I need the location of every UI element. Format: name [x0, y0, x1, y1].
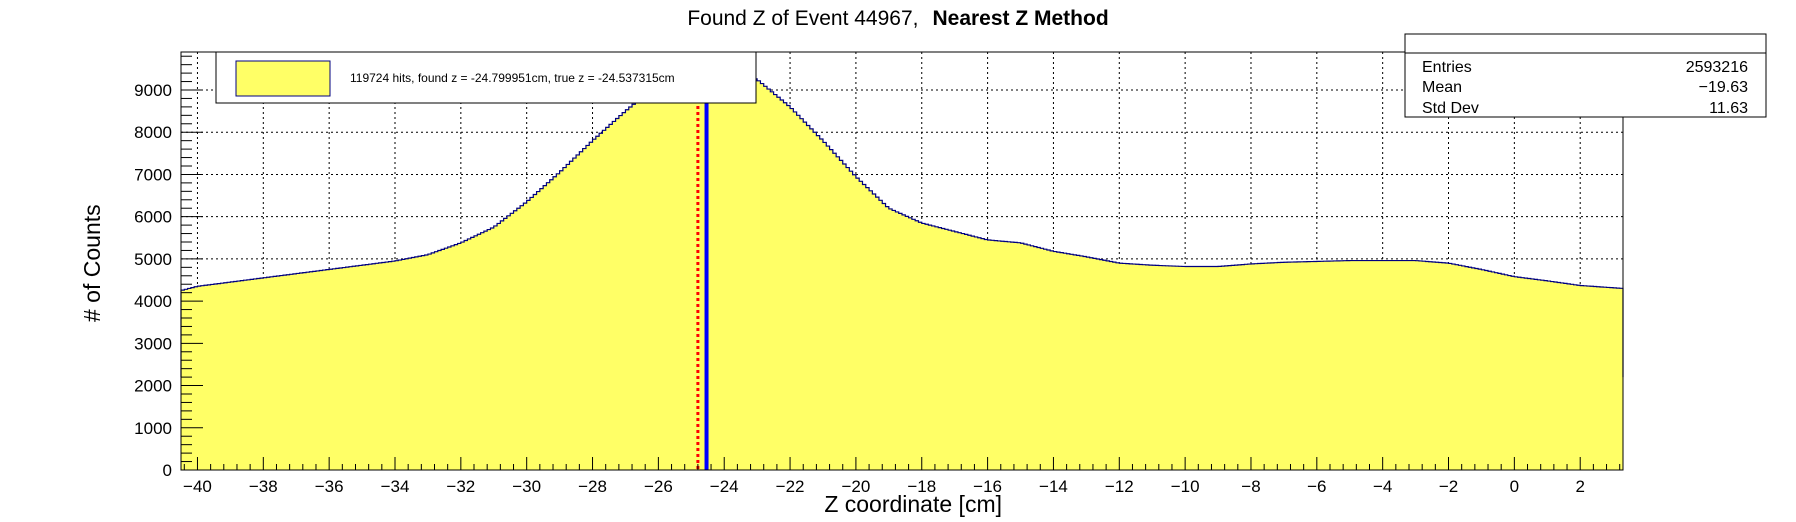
- y-tick-label: 0: [163, 461, 172, 480]
- x-tick-labels: −40 −38 −36 −34 −32 −30 −28 −26 −24 −22 −20 −18 −16−…: [183, 477, 1585, 496]
- x-tick-label: −10: [1171, 477, 1200, 496]
- x-tick-label: −16: [973, 477, 1002, 496]
- y-tick-labels: 0 1000 2000 3000 4000 5000 6000 7000 8000 9000: [134, 81, 172, 480]
- x-tick-label: −8: [1241, 477, 1260, 496]
- y-tick-label: 2000: [134, 377, 172, 396]
- plot-frame: [180, 51, 1624, 471]
- stats-stddev-label: Std Dev: [1422, 100, 1479, 117]
- stats-entries-label: Entries: [1422, 59, 1472, 76]
- chart-title-method: Nearest Z Method: [932, 7, 1108, 30]
- x-tick-label: −4: [1373, 477, 1392, 496]
- y-tick-label: 7000: [134, 165, 172, 184]
- stats-frame: [1404, 33, 1767, 118]
- x-tick-label: −18: [907, 477, 936, 496]
- x-tick-label: −38: [249, 477, 278, 496]
- histogram-fill: [181, 65, 1623, 470]
- y-tick-label: 8000: [134, 123, 172, 142]
- x-tick-label: −36: [315, 477, 344, 496]
- stats-box: Entries 2593216 Mean −19.63 Std Dev 11.6…: [1404, 33, 1767, 118]
- legend-swatch: [235, 60, 331, 97]
- stats-stddev-value: 11.63: [1709, 100, 1748, 117]
- histogram-outline: [180, 64, 1624, 378]
- x-tick-label: −6: [1307, 477, 1326, 496]
- x-tick-label: 2: [1575, 477, 1584, 496]
- x-tick-label: −20: [841, 477, 870, 496]
- legend: 119724 hits, found z = -24.799951cm, tru…: [215, 51, 757, 104]
- x-tick-label: −28: [578, 477, 607, 496]
- x-tick-label: −14: [1039, 477, 1068, 496]
- x-tick-label: −30: [512, 477, 541, 496]
- x-tick-label: −12: [1105, 477, 1134, 496]
- chart-title: Found Z of Event 44967,: [687, 7, 918, 30]
- x-tick-label: −24: [710, 477, 739, 496]
- axis-ticks: [181, 55, 1621, 471]
- x-tick-label: −32: [446, 477, 475, 496]
- y-tick-label: 1000: [134, 419, 172, 438]
- x-axis-title: Z coordinate [cm]: [824, 491, 1002, 517]
- vertical-markers: [696, 52, 709, 470]
- y-tick-label: 5000: [134, 250, 172, 269]
- x-tick-label: 0: [1510, 477, 1519, 496]
- histogram-layer: [180, 64, 1624, 470]
- y-tick-label: 9000: [134, 81, 172, 100]
- y-tick-label: 4000: [134, 292, 172, 311]
- y-axis-title: # of Counts: [79, 204, 105, 322]
- y-tick-label: 6000: [134, 208, 172, 227]
- x-tick-label: −34: [381, 477, 410, 496]
- x-tick-label: −2: [1439, 477, 1458, 496]
- y-tick-label: 3000: [134, 334, 172, 353]
- legend-label: 119724 hits, found z = -24.799951cm, tru…: [350, 71, 675, 85]
- stats-mean-value: −19.63: [1699, 79, 1748, 96]
- x-tick-label: −26: [644, 477, 673, 496]
- stats-mean-label: Mean: [1422, 79, 1462, 96]
- x-tick-label: −22: [776, 477, 805, 496]
- stats-entries-value: 2593216: [1686, 59, 1748, 76]
- x-tick-label: −40: [183, 477, 212, 496]
